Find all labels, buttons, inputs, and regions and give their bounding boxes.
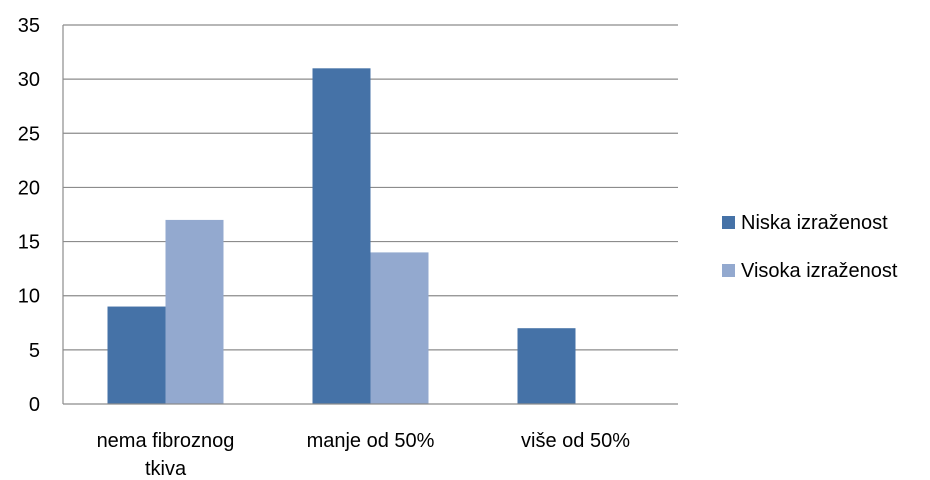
legend-swatch: [722, 216, 735, 229]
legend-swatch: [722, 264, 735, 277]
x-category-label: više od 50%: [521, 430, 630, 452]
bar-visoka-0: [165, 219, 224, 404]
legend-label: Visoka izraženost: [741, 260, 898, 282]
y-tick-label: 35: [18, 15, 40, 37]
axes: [62, 25, 678, 405]
y-tick-label: 30: [18, 69, 40, 91]
bar-niska-1: [312, 68, 371, 405]
y-tick-label: 15: [18, 232, 40, 254]
x-category-label: manje od 50%: [307, 430, 435, 452]
x-category-label: tkiva: [145, 458, 187, 480]
y-tick-label: 25: [18, 123, 40, 145]
bar-niska-2: [517, 328, 576, 404]
x-axis-category-labels: nema fibroznog tkiva manje od 50% više od 5…: [97, 430, 631, 480]
bars: [107, 68, 576, 405]
y-tick-label: 20: [18, 177, 40, 199]
y-axis-tick-labels: 0 5 10 15 20 25 30 35: [18, 15, 40, 416]
bar-visoka-1: [370, 252, 429, 404]
y-tick-label: 10: [18, 286, 40, 308]
legend-label: Niska izraženost: [741, 212, 888, 234]
y-tick-label: 5: [29, 340, 40, 362]
x-category-label: nema fibroznog: [97, 430, 235, 452]
y-tick-label: 0: [29, 394, 40, 416]
bar-niska-0: [107, 306, 166, 404]
legend: Niska izraženost Visoka izraženost: [722, 212, 898, 282]
